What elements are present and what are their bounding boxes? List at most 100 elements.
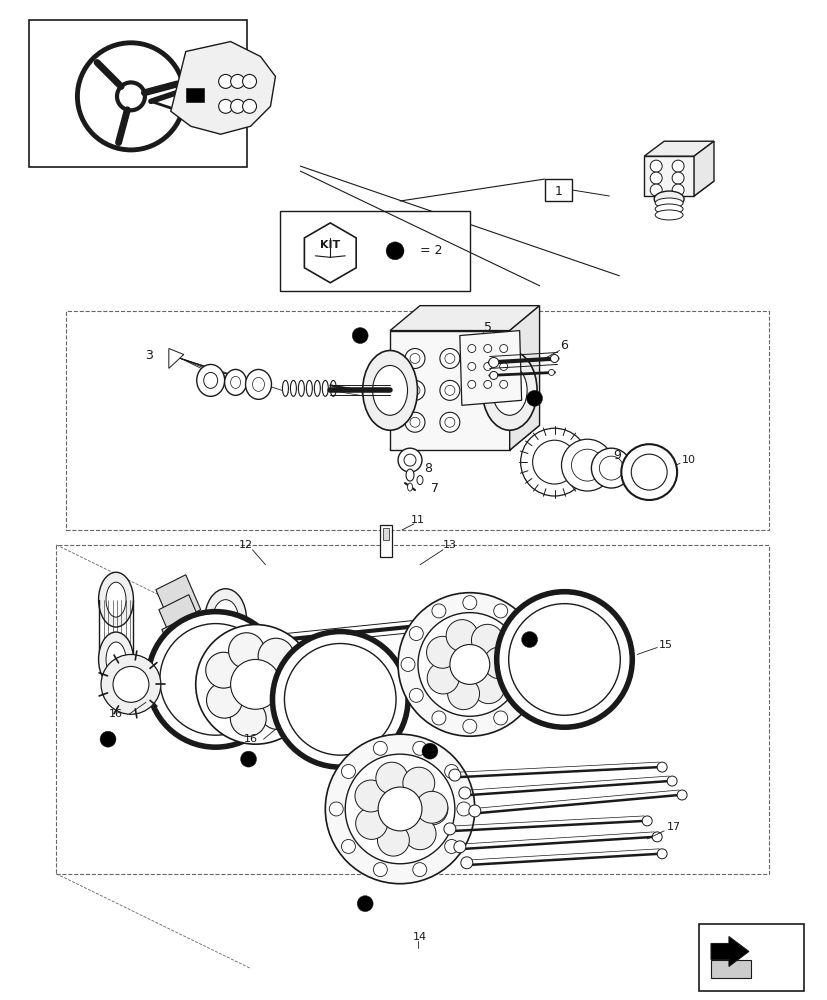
Circle shape [205, 652, 241, 688]
Circle shape [231, 637, 237, 643]
Circle shape [218, 74, 232, 88]
Circle shape [462, 719, 476, 733]
Circle shape [676, 790, 686, 800]
Polygon shape [390, 331, 509, 450]
Circle shape [444, 385, 454, 395]
Circle shape [231, 659, 280, 709]
Ellipse shape [654, 204, 682, 214]
Circle shape [231, 99, 244, 113]
Circle shape [496, 592, 632, 727]
Circle shape [112, 666, 149, 702]
Circle shape [444, 417, 454, 427]
Circle shape [214, 637, 220, 643]
Circle shape [341, 839, 355, 853]
Text: 3: 3 [145, 349, 153, 362]
Circle shape [439, 380, 459, 400]
Circle shape [398, 593, 541, 736]
Circle shape [101, 654, 160, 714]
Circle shape [488, 357, 498, 367]
Circle shape [404, 349, 424, 368]
Circle shape [79, 45, 183, 148]
Polygon shape [159, 595, 203, 645]
Bar [380, 525, 392, 557]
Circle shape [471, 624, 503, 656]
Circle shape [483, 345, 491, 352]
Circle shape [642, 816, 652, 826]
Circle shape [571, 602, 586, 618]
Ellipse shape [224, 369, 246, 395]
Ellipse shape [306, 380, 312, 396]
Circle shape [493, 711, 507, 725]
Text: 13: 13 [442, 540, 457, 550]
Circle shape [228, 633, 264, 669]
Circle shape [462, 596, 476, 610]
Circle shape [667, 776, 676, 786]
Circle shape [443, 823, 456, 835]
Circle shape [242, 99, 256, 113]
Circle shape [404, 380, 424, 400]
Polygon shape [161, 615, 207, 664]
Circle shape [366, 388, 374, 396]
Text: 11: 11 [410, 515, 424, 525]
Circle shape [218, 99, 232, 113]
Circle shape [222, 637, 228, 643]
Circle shape [657, 849, 667, 859]
Circle shape [148, 612, 283, 747]
Text: 12: 12 [238, 540, 252, 550]
Bar [66, 311, 768, 530]
Circle shape [448, 769, 461, 781]
Circle shape [241, 751, 256, 767]
Circle shape [500, 345, 507, 352]
Circle shape [413, 863, 426, 877]
Circle shape [516, 688, 529, 702]
Circle shape [418, 613, 521, 716]
Ellipse shape [654, 210, 682, 220]
Circle shape [117, 82, 145, 110]
Circle shape [599, 456, 623, 480]
Ellipse shape [246, 369, 271, 399]
Circle shape [457, 802, 471, 816]
Ellipse shape [407, 483, 412, 491]
Ellipse shape [213, 679, 238, 719]
Circle shape [571, 449, 603, 481]
Bar [698, 924, 803, 991]
Ellipse shape [290, 380, 296, 396]
Circle shape [259, 694, 295, 729]
Polygon shape [710, 937, 748, 966]
Polygon shape [509, 306, 539, 450]
Circle shape [272, 666, 308, 702]
Circle shape [483, 380, 491, 388]
Circle shape [361, 384, 378, 400]
Circle shape [672, 172, 683, 184]
Circle shape [672, 184, 683, 196]
Ellipse shape [282, 380, 288, 396]
Text: 10: 10 [681, 455, 696, 465]
Text: 1: 1 [554, 185, 562, 198]
Circle shape [468, 805, 480, 817]
Text: 16: 16 [109, 709, 123, 719]
Polygon shape [155, 575, 200, 625]
Ellipse shape [330, 380, 336, 396]
Circle shape [458, 787, 471, 799]
Circle shape [195, 625, 315, 744]
Ellipse shape [654, 198, 682, 208]
Circle shape [222, 656, 228, 662]
Circle shape [532, 440, 576, 484]
Circle shape [409, 627, 423, 641]
Polygon shape [169, 349, 184, 368]
Circle shape [508, 604, 619, 715]
Ellipse shape [106, 582, 126, 617]
Circle shape [377, 824, 409, 856]
Text: 8: 8 [423, 462, 432, 475]
Circle shape [427, 662, 458, 694]
Ellipse shape [203, 372, 218, 388]
Circle shape [520, 428, 588, 496]
Circle shape [403, 767, 434, 799]
Circle shape [272, 632, 408, 767]
Ellipse shape [252, 377, 264, 391]
Circle shape [489, 371, 497, 379]
Ellipse shape [298, 380, 304, 396]
Circle shape [378, 787, 422, 831]
Ellipse shape [322, 380, 327, 396]
Text: 17: 17 [667, 822, 681, 832]
